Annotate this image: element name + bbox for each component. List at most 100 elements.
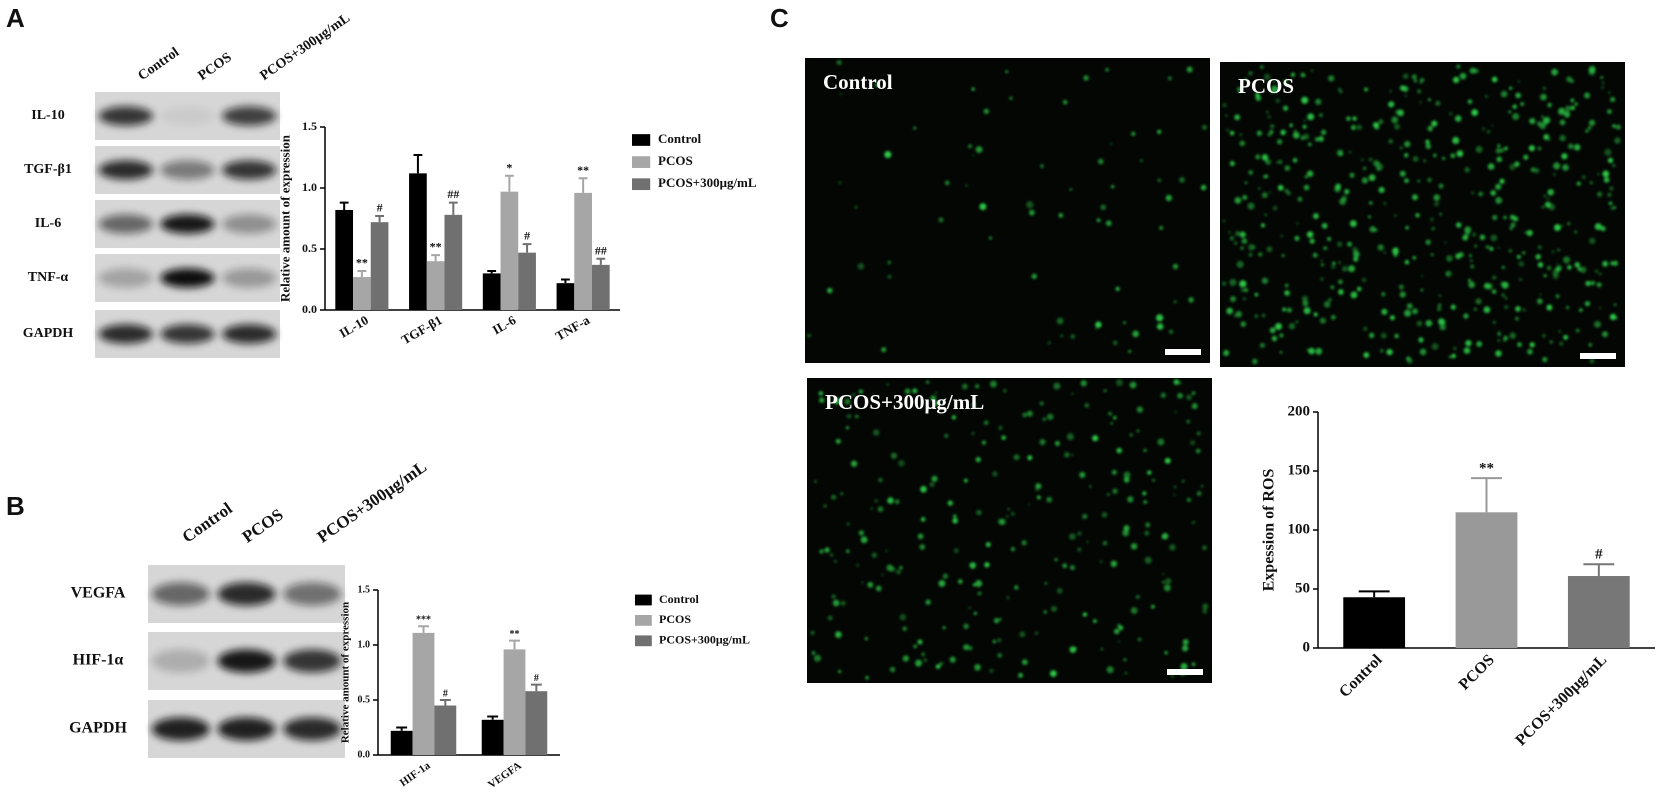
cell bbox=[1502, 338, 1507, 342]
cell bbox=[877, 506, 884, 512]
cell bbox=[1419, 81, 1422, 84]
cell bbox=[1492, 320, 1496, 324]
cell bbox=[1191, 662, 1196, 667]
cell bbox=[975, 384, 980, 389]
cell bbox=[961, 383, 968, 390]
cell bbox=[1551, 250, 1555, 253]
cell bbox=[1225, 114, 1228, 117]
cell bbox=[1256, 130, 1263, 136]
cell bbox=[1047, 341, 1051, 345]
cell bbox=[1528, 145, 1536, 152]
cell bbox=[1584, 92, 1591, 99]
cell bbox=[1414, 79, 1418, 83]
cell bbox=[845, 549, 850, 554]
significance: ## bbox=[447, 187, 459, 201]
cell bbox=[1402, 73, 1409, 79]
cell bbox=[1279, 333, 1284, 338]
cell bbox=[1527, 348, 1533, 355]
cell bbox=[1496, 156, 1503, 163]
cell bbox=[1433, 153, 1437, 158]
cell bbox=[1588, 68, 1596, 76]
cell bbox=[1079, 471, 1086, 479]
cell bbox=[1445, 270, 1452, 277]
cell bbox=[1082, 513, 1088, 520]
cell bbox=[1261, 277, 1269, 284]
cell bbox=[1338, 289, 1344, 295]
cell bbox=[1129, 433, 1133, 437]
cell bbox=[1587, 126, 1592, 130]
cell bbox=[829, 553, 834, 557]
error-bar bbox=[448, 201, 458, 215]
cell bbox=[1013, 454, 1020, 461]
y-tick-label: 150 bbox=[1288, 462, 1311, 478]
cell bbox=[1111, 469, 1118, 476]
cell bbox=[1242, 297, 1246, 301]
significance: # bbox=[524, 229, 530, 243]
cell bbox=[1235, 310, 1242, 318]
cell bbox=[1487, 163, 1495, 170]
cell bbox=[1450, 153, 1456, 159]
cell bbox=[1056, 587, 1063, 594]
cell bbox=[902, 626, 907, 631]
cell bbox=[1584, 301, 1591, 307]
x-tick-label: IL-6 bbox=[490, 312, 519, 338]
cell bbox=[823, 504, 827, 508]
cell bbox=[977, 591, 982, 596]
cell bbox=[1369, 201, 1373, 205]
cell bbox=[1464, 231, 1470, 237]
cell bbox=[1169, 329, 1174, 334]
scale-bar bbox=[1167, 669, 1203, 675]
cell bbox=[1165, 578, 1172, 585]
bar bbox=[1455, 512, 1518, 648]
cell bbox=[963, 644, 970, 651]
cell bbox=[1142, 491, 1147, 496]
cell bbox=[1157, 438, 1165, 446]
error-bar bbox=[431, 254, 441, 262]
cell bbox=[953, 548, 959, 554]
cell bbox=[975, 580, 983, 587]
cell bbox=[1497, 339, 1500, 342]
cell bbox=[1165, 194, 1173, 202]
cell bbox=[1306, 170, 1314, 177]
cell bbox=[1471, 109, 1479, 116]
cell bbox=[992, 639, 997, 644]
cell bbox=[1177, 392, 1183, 399]
cell bbox=[971, 87, 975, 91]
cell bbox=[1439, 323, 1446, 331]
cell bbox=[1561, 153, 1568, 160]
cell bbox=[979, 203, 987, 211]
legend-label: PCOS+300μg/mL bbox=[659, 633, 750, 647]
cell bbox=[1515, 306, 1521, 312]
cell bbox=[1110, 142, 1113, 145]
cell bbox=[1553, 162, 1561, 170]
cell bbox=[1394, 214, 1397, 217]
cell bbox=[1337, 87, 1342, 92]
cell bbox=[1312, 252, 1318, 258]
cell bbox=[1159, 226, 1164, 230]
cell bbox=[1100, 204, 1107, 211]
cell bbox=[1014, 585, 1019, 590]
cell bbox=[854, 414, 859, 419]
cell bbox=[1130, 607, 1138, 614]
cell bbox=[1559, 341, 1564, 346]
cell bbox=[1244, 181, 1248, 184]
cell bbox=[899, 613, 907, 621]
cell bbox=[890, 452, 898, 459]
cell bbox=[1478, 191, 1484, 197]
significance: # bbox=[443, 688, 448, 699]
cell bbox=[854, 206, 858, 209]
blot-band bbox=[160, 324, 215, 344]
cell bbox=[1265, 110, 1269, 114]
cell bbox=[1352, 116, 1357, 121]
cell bbox=[1353, 256, 1359, 262]
cell bbox=[1604, 148, 1612, 156]
cell bbox=[1036, 495, 1041, 500]
cell bbox=[1174, 410, 1177, 414]
cell bbox=[1021, 659, 1028, 666]
cell bbox=[1419, 348, 1427, 356]
cell bbox=[1077, 547, 1082, 552]
cell bbox=[1435, 100, 1441, 106]
cell bbox=[1113, 628, 1120, 635]
cell bbox=[1284, 165, 1291, 171]
cell bbox=[1589, 181, 1593, 185]
